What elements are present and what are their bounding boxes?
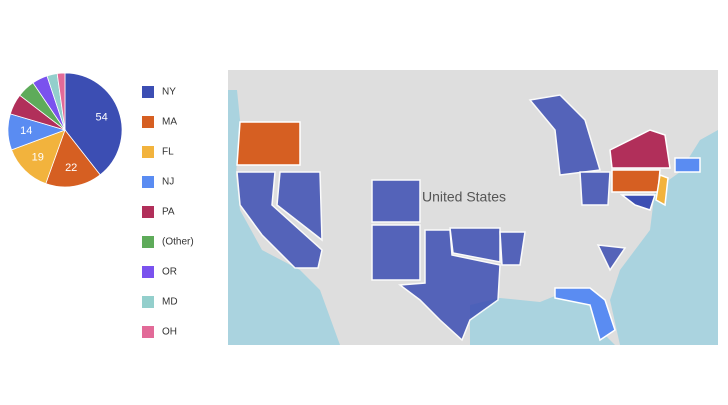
state xyxy=(619,194,657,211)
map: United States xyxy=(228,70,718,345)
map-states xyxy=(236,94,701,342)
slice-label: 19 xyxy=(32,151,44,163)
slice-label: 14 xyxy=(20,125,32,137)
pie-slice xyxy=(45,129,101,188)
legend-swatch xyxy=(142,116,154,128)
state xyxy=(655,173,669,207)
state xyxy=(236,121,301,166)
state xyxy=(609,129,671,169)
pie-slice xyxy=(64,72,123,176)
map-label: United States xyxy=(422,189,506,205)
state xyxy=(371,224,421,281)
legend-label: OH xyxy=(162,327,177,338)
legend-label: (Other) xyxy=(162,237,194,248)
state xyxy=(554,287,616,342)
state xyxy=(276,171,323,242)
legend-label: NY xyxy=(162,87,176,98)
legend-swatch xyxy=(142,236,154,248)
state xyxy=(499,231,526,266)
state xyxy=(579,171,611,206)
map-ocean xyxy=(610,130,718,345)
state xyxy=(674,157,701,173)
slice-label: 22 xyxy=(65,162,77,174)
slice-label: 54 xyxy=(96,111,108,123)
state xyxy=(371,179,421,223)
legend-label: NJ xyxy=(162,177,174,188)
map-ocean xyxy=(470,292,615,345)
state xyxy=(449,227,501,263)
legend-label: PA xyxy=(162,207,175,218)
state xyxy=(611,169,661,193)
legend-label: MD xyxy=(162,297,178,308)
legend-swatch xyxy=(142,206,154,218)
legend-swatch xyxy=(142,266,154,278)
legend-swatch xyxy=(142,296,154,308)
pie-slice xyxy=(56,72,66,131)
map-ocean xyxy=(228,90,340,345)
legend-swatch xyxy=(142,176,154,188)
legend-label: MA xyxy=(162,117,177,128)
legend-swatch xyxy=(142,146,154,158)
state xyxy=(236,171,323,269)
legend-label: FL xyxy=(162,147,174,158)
state xyxy=(528,94,601,176)
state xyxy=(397,229,501,342)
legend-swatch xyxy=(142,86,154,98)
legend-label: OR xyxy=(162,267,177,278)
state xyxy=(596,244,627,272)
legend-swatch xyxy=(142,326,154,338)
